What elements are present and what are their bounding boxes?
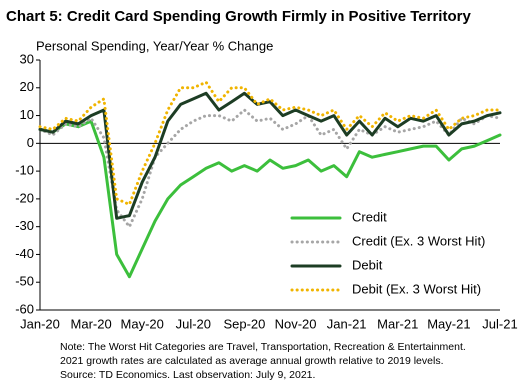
y-tick-label: -50 bbox=[15, 274, 34, 289]
x-tick-label: May-20 bbox=[121, 316, 164, 331]
y-tick-label: 0 bbox=[27, 135, 34, 150]
note: Source: TD Economics. Last observation: … bbox=[60, 369, 315, 381]
y-tick-label: -10 bbox=[15, 163, 34, 178]
x-tick-label: Jul-20 bbox=[176, 316, 211, 331]
note: Note: The Worst Hit Categories are Trave… bbox=[60, 341, 466, 353]
y-tick-label: -40 bbox=[15, 246, 34, 261]
series-line bbox=[38, 91, 502, 220]
series-line bbox=[38, 119, 502, 279]
x-tick-label: Jul-21 bbox=[482, 316, 517, 331]
x-tick-label: Jan-20 bbox=[20, 316, 60, 331]
y-tick-label: 10 bbox=[20, 107, 34, 122]
x-tick-label: Mar-21 bbox=[377, 316, 418, 331]
y-axis-label: Personal Spending, Year/Year % Change bbox=[36, 38, 273, 53]
x-tick-label: May-21 bbox=[427, 316, 470, 331]
y-tick-label: -30 bbox=[15, 218, 34, 233]
y-tick-label: -20 bbox=[15, 190, 34, 205]
y-tick-label: 30 bbox=[20, 51, 34, 66]
legend-label: Debit bbox=[352, 257, 383, 272]
x-tick-label: Nov-20 bbox=[275, 316, 317, 331]
series-line bbox=[38, 108, 502, 229]
x-tick-label: Jan-21 bbox=[327, 316, 367, 331]
x-tick-label: Sep-20 bbox=[223, 316, 265, 331]
y-tick-label: 20 bbox=[20, 79, 34, 94]
legend-label: Credit (Ex. 3 Worst Hit) bbox=[352, 233, 485, 248]
y-tick-label: -60 bbox=[15, 301, 34, 316]
series-line bbox=[38, 80, 502, 206]
note: 2021 growth rates are calculated as aver… bbox=[60, 355, 444, 367]
x-tick-label: Mar-20 bbox=[71, 316, 112, 331]
legend-label: Debit (Ex. 3 Worst Hit) bbox=[352, 281, 481, 296]
legend-label: Credit bbox=[352, 209, 387, 224]
chart-title: Chart 5: Credit Card Spending Growth Fir… bbox=[6, 8, 471, 25]
